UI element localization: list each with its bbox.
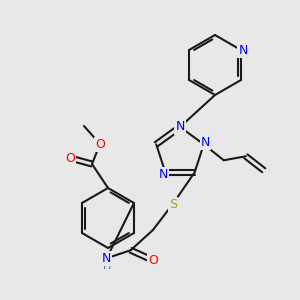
Text: O: O [95, 137, 105, 151]
Text: H: H [103, 261, 111, 271]
Text: N: N [159, 168, 168, 181]
Text: O: O [65, 152, 75, 164]
Text: N: N [175, 121, 185, 134]
Text: S: S [169, 198, 177, 211]
Text: N: N [102, 252, 111, 265]
Text: N: N [238, 44, 248, 56]
Text: O: O [148, 254, 158, 267]
Text: N: N [201, 136, 211, 149]
